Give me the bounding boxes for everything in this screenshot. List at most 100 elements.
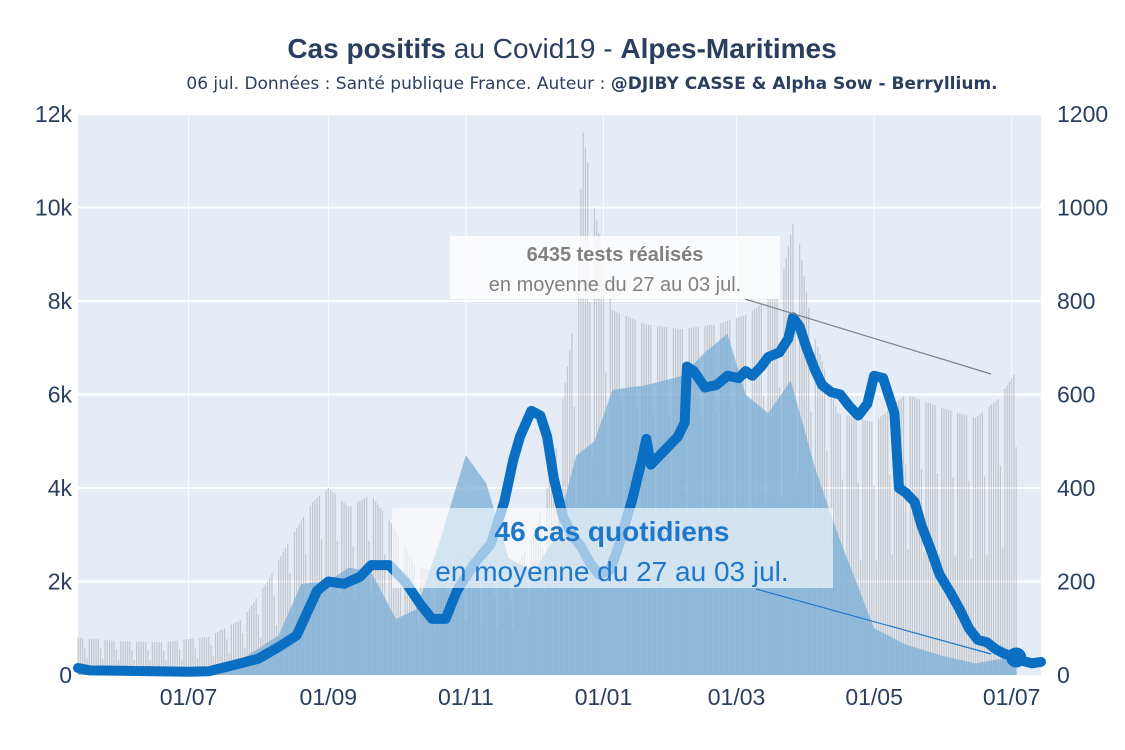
tests-bar-36: [158, 642, 160, 675]
tests-bar-146: [406, 550, 408, 675]
tests-bar-345: [855, 417, 857, 675]
tests-bar-224: [582, 132, 584, 675]
tests-bar-90: [280, 556, 282, 675]
tests-bar-385: [945, 409, 947, 675]
tests-bar-366: [902, 396, 905, 675]
tests-bar-343: [850, 416, 853, 675]
title-part-1: Cas positifs: [287, 33, 446, 64]
y-left-tick-1: 2k: [48, 569, 73, 595]
tests-bar-20: [122, 641, 124, 675]
y-right-tick-5: 1000: [1057, 195, 1108, 221]
tests-bar-34: [154, 642, 156, 675]
tests-bar-407: [995, 401, 997, 675]
tests-bar-12: [104, 639, 106, 675]
tests-bar-1: [79, 637, 81, 675]
tests-bar-223: [580, 188, 582, 676]
tests-bar-82: [262, 588, 264, 675]
tests-bar-380: [934, 405, 936, 675]
tests-bar-412: [1006, 385, 1008, 675]
y-right-tick-4: 800: [1057, 288, 1095, 314]
tests-bar-17: [115, 649, 117, 675]
tests-bar-371: [914, 397, 916, 675]
tests-bar-388: [952, 477, 954, 675]
tests-annotation-box: [450, 236, 780, 299]
tests-bar-70: [235, 622, 237, 675]
tests-bar-411: [1004, 388, 1006, 675]
tests-bar-24: [131, 649, 133, 675]
tests-bar-349: [864, 420, 866, 675]
x-tick-6: 01/07: [983, 684, 1041, 710]
tests-bar-40: [167, 641, 169, 675]
tests-bar-342: [848, 416, 850, 675]
tests-bar-42: [172, 641, 174, 675]
tests-bar-27: [138, 641, 140, 675]
tests-bar-351: [868, 421, 871, 675]
tests-bar-72: [239, 620, 241, 675]
tests-bar-92: [284, 547, 287, 675]
tests-bar-415: [1013, 374, 1015, 675]
tests-bar-52: [194, 647, 196, 675]
tests-bar-350: [866, 420, 868, 675]
tests-bar-48: [185, 639, 187, 675]
tests-bar-50: [190, 638, 192, 675]
tests-bar-368: [907, 549, 909, 675]
y-left-tick-4: 8k: [48, 288, 73, 314]
tests-bar-58: [208, 636, 210, 675]
tests-bar-14: [108, 640, 111, 675]
tests-bar-400: [979, 414, 981, 675]
cases-annotation-subtitle: en moyenne du 27 au 03 jul.: [435, 556, 788, 587]
tests-bar-413: [1008, 381, 1011, 675]
x-axis: 01/07 01/09 01/11 01/01 01/03 01/05 01/07: [160, 684, 1041, 710]
x-tick-1: 01/09: [300, 684, 358, 710]
y-left-tick-5: 10k: [35, 195, 73, 221]
tests-bar-139: [390, 523, 393, 675]
tests-bar-41: [169, 641, 172, 675]
tests-annotation-title: 6435 tests réalisés: [527, 244, 704, 266]
tests-bar-142: [397, 534, 399, 675]
tests-bar-30: [145, 641, 147, 675]
y-right-tick-3: 600: [1057, 382, 1095, 408]
tests-bar-352: [871, 421, 873, 675]
tests-bar-68: [230, 624, 232, 675]
tests-bar-33: [151, 642, 154, 675]
tests-bar-367: [905, 464, 907, 675]
tests-bar-369: [909, 396, 911, 675]
tests-bar-61: [214, 633, 217, 675]
tests-bar-390: [956, 412, 959, 675]
tests-bar-7: [93, 638, 95, 675]
tests-bar-410: [1002, 547, 1004, 675]
tests-bar-362: [893, 404, 896, 675]
tests-bar-141: [395, 530, 397, 675]
tests-bar-405: [990, 404, 992, 675]
y-right-axis: 0 200 400 600 800 1000 1200: [1057, 101, 1108, 688]
tests-bar-19: [120, 641, 122, 675]
tests-bar-360: [889, 475, 891, 675]
subtitle-author: @DJIBY CASSE & Alpha Sow - Berryllium.: [611, 74, 998, 94]
tests-bar-9: [97, 639, 99, 675]
tests-bar-26: [136, 641, 138, 675]
tests-bar-0: [77, 637, 79, 675]
tests-bar-80: [257, 615, 260, 675]
tests-bar-73: [242, 632, 244, 675]
tests-bar-85: [269, 577, 271, 675]
cases-annotation-leader: [755, 588, 992, 655]
tests-bar-361: [891, 554, 893, 675]
tests-bar-348: [862, 419, 864, 675]
tests-bar-22: [127, 641, 129, 675]
tests-bar-28: [140, 641, 142, 675]
tests-bar-6: [90, 638, 93, 675]
tests-bar-69: [233, 623, 235, 675]
tests-bar-3: [84, 647, 86, 675]
tests-bar-43: [174, 640, 176, 675]
tests-bar-391: [959, 413, 961, 675]
tests-bar-87: [273, 595, 275, 675]
tests-bar-45: [178, 648, 181, 675]
tests-bar-38: [163, 650, 165, 675]
x-tick-2: 01/11: [438, 684, 494, 710]
tests-bar-358: [884, 412, 886, 675]
tests-bar-386: [947, 409, 950, 675]
tests-bar-363: [896, 402, 898, 675]
tests-bar-71: [237, 621, 239, 675]
y-left-tick-0: 0: [59, 662, 72, 688]
tests-bar-79: [255, 598, 257, 675]
